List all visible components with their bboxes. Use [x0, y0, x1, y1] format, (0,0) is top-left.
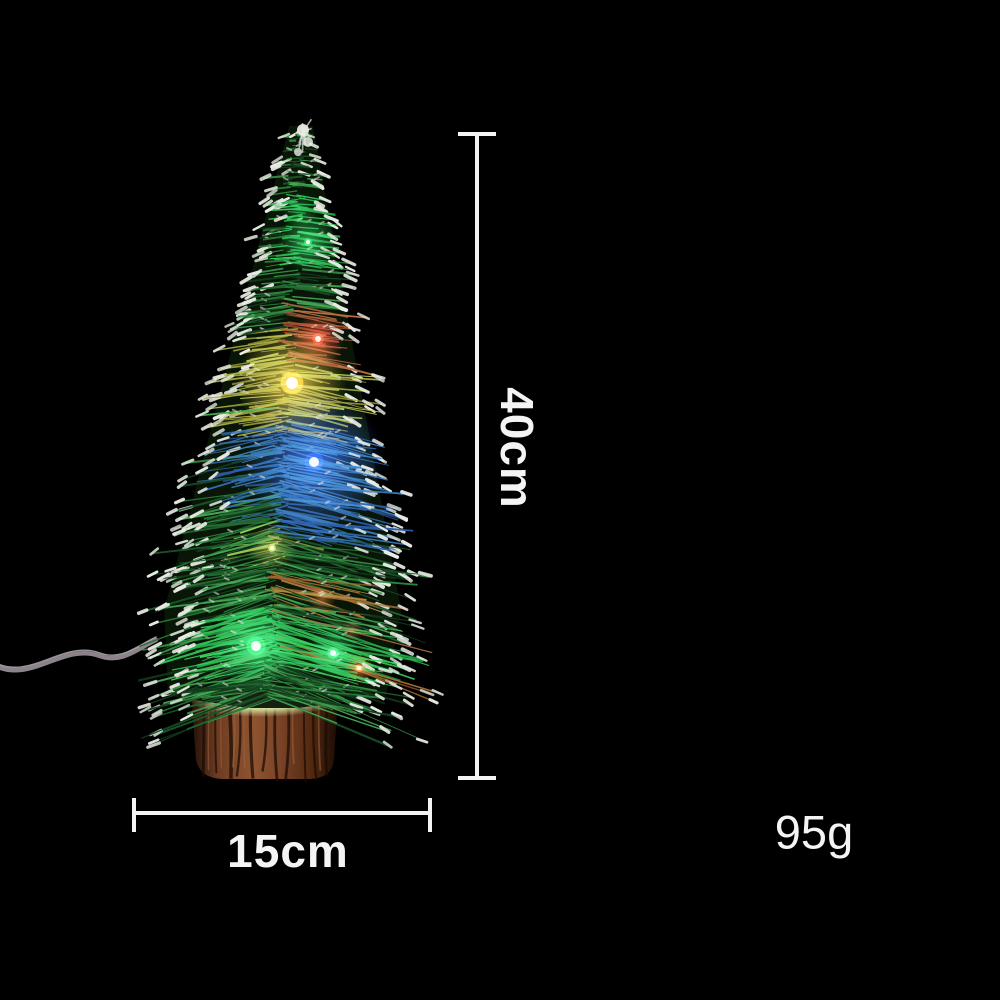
width-dimension-line: [132, 798, 432, 832]
power-wire: [0, 636, 159, 673]
height-dimension-label: 40cm: [491, 387, 543, 509]
led-lights: [214, 192, 384, 688]
weight-label: 95g: [774, 805, 854, 859]
height-dimension-line: [458, 132, 496, 780]
width-dimension-label: 15cm: [227, 825, 349, 877]
